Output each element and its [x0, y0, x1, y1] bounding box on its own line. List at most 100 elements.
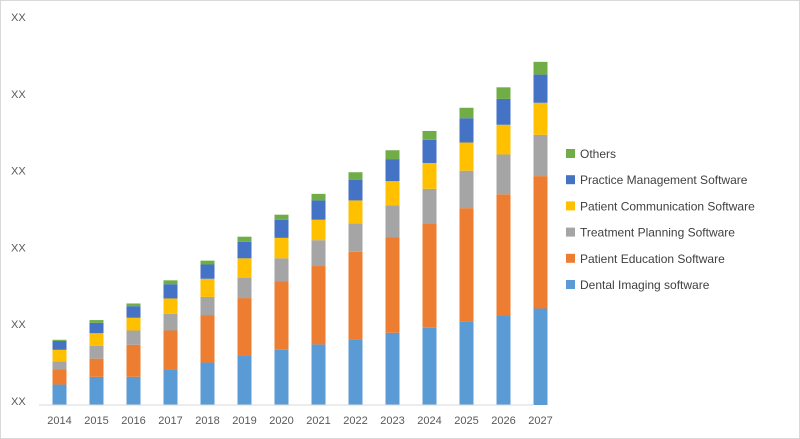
bar-segment-0-2022 [348, 339, 363, 405]
bar-segment-0-2015 [89, 376, 104, 405]
bar-segment-2-2026 [496, 154, 511, 195]
bar-segment-3-2026 [496, 124, 511, 155]
bar-segment-0-2016 [126, 376, 141, 405]
bar-segment-0-2023 [385, 332, 400, 405]
x-axis: 2014 2015 2016 2017 2018 2019 2020 2021 2022 2023… [47, 415, 552, 427]
x-tick-label: 2022 [343, 415, 367, 427]
legend-label: Others [580, 147, 616, 161]
bar-segment-2-2021 [311, 240, 326, 267]
bar-segment-0-2017 [163, 369, 178, 405]
bar-segment-4-2024 [422, 139, 437, 163]
bar-segment-5-2014 [52, 339, 67, 341]
bar-segment-2-2022 [348, 223, 363, 252]
bar-segment-3-2022 [348, 200, 363, 224]
bar-segment-1-2023 [385, 237, 400, 333]
bar-segment-4-2025 [459, 118, 474, 143]
y-tick-label: XX [11, 89, 26, 101]
bar-segment-4-2014 [52, 340, 67, 350]
bar-segment-1-2022 [348, 251, 363, 340]
bar-segment-4-2017 [163, 284, 178, 299]
bar-segment-2-2019 [237, 277, 252, 299]
bar-segment-1-2014 [52, 369, 67, 385]
bar-segment-1-2024 [422, 223, 437, 328]
x-tick-label: 2023 [380, 415, 404, 427]
x-tick-label: 2019 [232, 415, 256, 427]
bar-segment-5-2020 [274, 214, 289, 220]
bar-segment-3-2027 [533, 102, 548, 135]
bar-segment-5-2016 [126, 303, 141, 307]
bar-segment-0-2019 [237, 355, 252, 405]
bar-segment-0-2025 [459, 321, 474, 405]
x-tick-label: 2014 [47, 415, 71, 427]
bar-segment-5-2025 [459, 107, 474, 119]
bar-segment-3-2015 [89, 333, 104, 346]
legend-swatch [566, 253, 575, 263]
bar-segment-5-2026 [496, 87, 511, 99]
bar-segment-3-2014 [52, 349, 67, 362]
bar-segment-5-2024 [422, 130, 437, 140]
bar-segment-5-2022 [348, 172, 363, 180]
legend-label: Patient Communication Software [580, 199, 755, 213]
bar-segment-2-2016 [126, 330, 141, 345]
bar-segment-1-2020 [274, 281, 289, 350]
legend-swatch [566, 280, 575, 289]
bars [52, 61, 548, 405]
y-tick-label: XX [11, 166, 26, 178]
bar-segment-0-2018 [200, 362, 215, 405]
bar-segment-4-2020 [274, 219, 289, 238]
bar-segment-3-2025 [459, 142, 474, 171]
x-tick-label: 2018 [195, 415, 219, 427]
y-tick-label: XX [11, 396, 26, 408]
bar-segment-2-2014 [52, 361, 67, 370]
legend-label: Practice Management Software [580, 173, 748, 187]
x-tick-label: 2026 [491, 415, 515, 427]
legend-swatch [566, 175, 575, 185]
bar-segment-2-2023 [385, 205, 400, 238]
bar-segment-0-2020 [274, 349, 289, 405]
bar-segment-1-2019 [237, 298, 252, 356]
bar-segment-2-2020 [274, 258, 289, 282]
y-axis: XX XX XX XX XX XX [11, 12, 26, 408]
legend-swatch [566, 201, 575, 211]
bar-segment-5-2015 [89, 320, 104, 323]
bar-segment-3-2016 [126, 317, 141, 331]
y-tick-label: XX [11, 12, 26, 24]
bar-segment-4-2018 [200, 264, 215, 279]
bar-segment-4-2021 [311, 200, 326, 220]
bar-segment-5-2017 [163, 280, 178, 285]
bar-segment-1-2016 [126, 344, 141, 377]
x-tick-label: 2025 [454, 415, 478, 427]
bar-segment-3-2021 [311, 219, 326, 241]
bar-segment-4-2026 [496, 98, 511, 125]
bar-segment-4-2022 [348, 179, 363, 201]
bar-segment-0-2024 [422, 327, 437, 405]
bar-segment-3-2024 [422, 162, 437, 189]
bar-segment-3-2017 [163, 298, 178, 314]
bar-segment-2-2027 [533, 134, 548, 177]
x-tick-label: 2017 [158, 415, 182, 427]
bar-segment-1-2017 [163, 330, 178, 370]
bar-segment-1-2025 [459, 208, 474, 322]
bar-segment-1-2015 [89, 358, 104, 377]
bar-segment-1-2027 [533, 176, 548, 309]
x-tick-label: 2015 [84, 415, 108, 427]
bar-segment-4-2019 [237, 241, 252, 259]
bar-segment-3-2018 [200, 278, 215, 297]
bar-segment-0-2027 [533, 308, 548, 405]
bar-segment-5-2027 [533, 61, 548, 75]
bar-segment-2-2024 [422, 188, 437, 224]
bar-segment-5-2021 [311, 193, 326, 201]
bar-segment-2-2025 [459, 170, 474, 209]
bar-segment-4-2015 [89, 322, 104, 334]
legend-label: Treatment Planning Software [580, 226, 735, 240]
bar-segment-1-2018 [200, 315, 215, 363]
bar-segment-2-2015 [89, 345, 104, 359]
x-tick-label: 2016 [121, 415, 145, 427]
legend-label: Dental Imaging software [580, 278, 710, 292]
legend-swatch [566, 149, 575, 158]
bar-segment-5-2018 [200, 260, 215, 265]
legend-label: Patient Education Software [580, 252, 725, 266]
bar-segment-0-2026 [496, 315, 511, 405]
